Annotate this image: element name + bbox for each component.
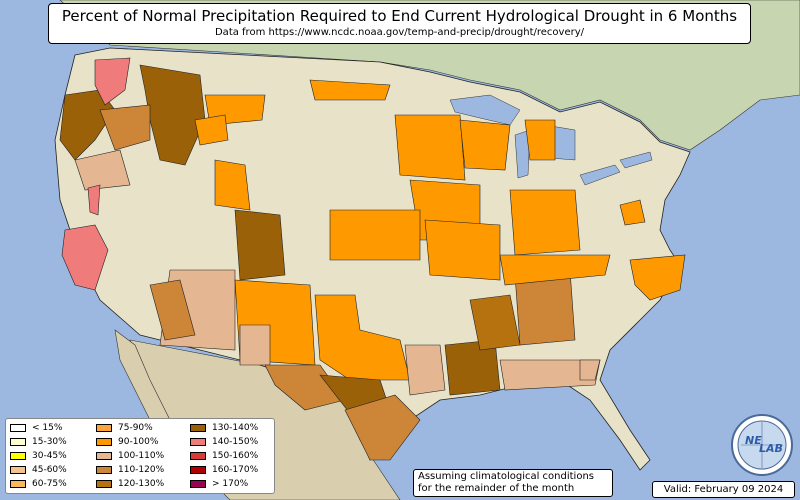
legend-label: > 170% (212, 479, 249, 489)
assumption-line-2: for the remainder of the month (418, 483, 575, 494)
region-mi-90 (524, 119, 556, 161)
region-idaho-130 (139, 64, 206, 166)
legend-label: 150-160% (212, 451, 259, 461)
region-ca-140b (87, 184, 101, 216)
region-tx-110b (344, 394, 421, 461)
title-box: Percent of Normal Precipitation Required… (48, 3, 751, 44)
drought-regions (59, 57, 686, 461)
legend-label: 60-75% (32, 479, 67, 489)
legend-label: 45-60% (32, 465, 67, 475)
region-or-100 (74, 149, 131, 191)
legend-swatch (10, 480, 26, 488)
region-gulf-100 (499, 359, 601, 391)
legend-label: 140-150% (212, 437, 259, 447)
logo-text-lab: LAB (759, 442, 783, 455)
region-tx-100 (404, 344, 446, 396)
map-subtitle: Data from https://www.ncdc.noaa.gov/temp… (214, 27, 585, 38)
legend-label: 30-45% (32, 451, 67, 461)
assumption-line-1: Assuming climatological conditions (418, 471, 594, 482)
legend-swatch (10, 452, 26, 460)
region-mt-90b (194, 114, 229, 146)
legend-label: 160-170% (212, 465, 259, 475)
legend-label: 100-110% (118, 451, 165, 461)
legend-label: 130-140% (212, 423, 259, 433)
legend-swatch (96, 438, 112, 446)
map-title: Percent of Normal Precipitation Required… (61, 7, 738, 25)
legend-swatch (190, 452, 206, 460)
legend-swatch (190, 424, 206, 432)
region-ca-140 (61, 224, 109, 291)
region-ks-90 (329, 209, 421, 261)
legend: < 15% 15-30% 30-45% 45-60% 60-75% 75-90% 90-10… (5, 418, 275, 494)
legend-swatch (96, 452, 112, 460)
region-in-90 (509, 189, 581, 256)
region-or-110 (99, 104, 151, 151)
legend-label: 90-100% (118, 437, 159, 447)
nexlab-logo-icon: NE LAB (731, 414, 793, 476)
region-wa-140 (94, 57, 131, 106)
legend-swatch (96, 466, 112, 474)
legend-swatch (96, 480, 112, 488)
region-mn-90 (309, 79, 391, 101)
legend-swatch (190, 438, 206, 446)
legend-swatch (190, 480, 206, 488)
legend-swatch (10, 424, 26, 432)
legend-swatch (96, 424, 112, 432)
region-nc-90 (629, 254, 686, 301)
valid-date: Valid: February 09 2024 (652, 481, 795, 498)
legend-swatch (10, 466, 26, 474)
legend-label: < 15% (32, 423, 63, 433)
region-fl-100 (579, 359, 601, 381)
region-md-90 (619, 199, 646, 226)
region-ut-130 (234, 209, 286, 281)
region-wi-90 (459, 119, 511, 171)
region-wy-90 (214, 159, 251, 211)
logo-text-ne: NE (745, 434, 762, 447)
legend-label: 75-90% (118, 423, 153, 433)
legend-swatch (10, 438, 26, 446)
legend-label: 120-130% (118, 479, 165, 489)
region-tx-90 (314, 294, 411, 381)
legend-label: 110-120% (118, 465, 165, 475)
region-nm-100 (239, 324, 271, 366)
region-az-110 (149, 279, 196, 341)
region-ky-90 (499, 254, 611, 286)
region-mo-90 (424, 219, 501, 281)
assumption-note: Assuming climatological conditions for t… (413, 469, 613, 497)
legend-label: 15-30% (32, 437, 67, 447)
region-ia-90 (394, 114, 466, 181)
legend-swatch (190, 466, 206, 474)
